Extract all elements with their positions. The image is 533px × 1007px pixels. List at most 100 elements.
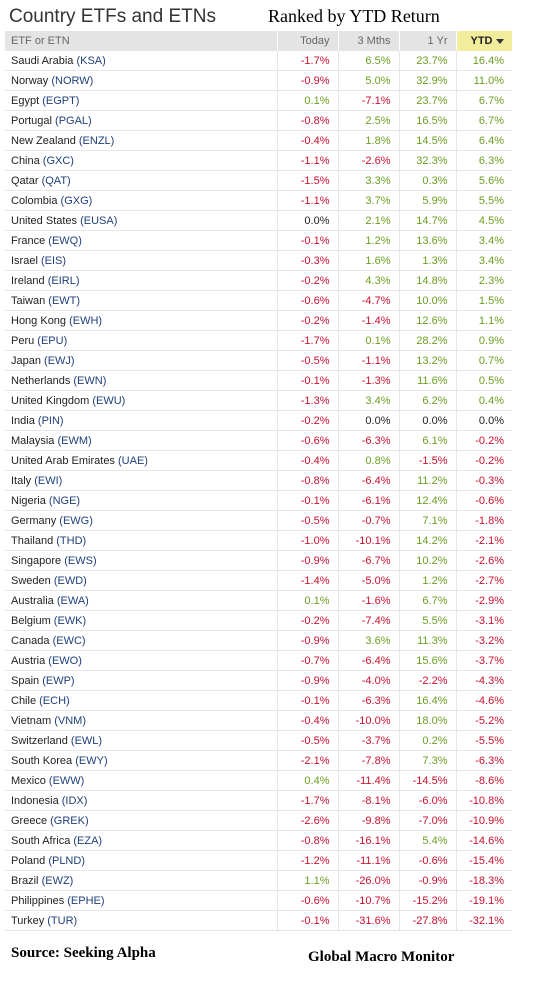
ytd-cell: 0.9% [456,330,512,351]
ticker-link[interactable]: (EWS) [64,554,97,567]
ticker-link[interactable]: (EWI) [34,474,63,487]
col-header-3mths[interactable]: 3 Mths [338,31,400,51]
etf-name-cell: Chile (ECH) [5,690,278,711]
ticker-link[interactable]: (EWY) [75,754,108,767]
ticker-link[interactable]: (EWA) [56,594,89,607]
ytd-cell: 6.4% [456,130,512,151]
ticker-link[interactable]: (EWW) [48,774,85,787]
table-row: Saudi Arabia (KSA) -1.7% 6.5% 23.7% 16.4% [5,51,512,71]
col-header-1yr[interactable]: 1 Yr [399,31,457,51]
ticker-link[interactable]: (TUR) [47,914,78,927]
etf-name-cell: Singapore (EWS) [5,550,278,571]
col-header-today[interactable]: Today [277,31,339,51]
3mths-cell: -6.3% [338,430,400,451]
ytd-cell: -10.8% [456,790,512,811]
today-cell: -0.4% [277,710,339,731]
table-row: Belgium (EWK) -0.2% -7.4% 5.5% -3.1% [5,610,512,631]
etf-name-cell: Vietnam (VNM) [5,710,278,731]
today-cell: -1.5% [277,170,339,191]
3mths-cell: 6.5% [338,51,400,71]
etf-name-cell: Netherlands (EWN) [5,370,278,391]
1yr-cell: 1.3% [399,250,457,271]
ticker-link[interactable]: (EPU) [37,334,68,347]
3mths-cell: -2.6% [338,150,400,171]
ticker-link[interactable]: (THD) [56,534,87,547]
col-header-ytd[interactable]: YTD [456,31,513,51]
ticker-link[interactable]: (IDX) [61,794,88,807]
ticker-link[interactable]: (EWL) [70,734,103,747]
ticker-link[interactable]: (EWT) [48,294,81,307]
1yr-cell: 10.0% [399,290,457,311]
ticker-link[interactable]: (QAT) [41,174,71,187]
table-row: Qatar (QAT) -1.5% 3.3% 0.3% 5.6% [5,170,512,191]
etf-name-cell: Saudi Arabia (KSA) [5,51,278,71]
country-name: Greece [11,814,51,827]
country-name: Turkey [11,914,48,927]
col-header-name[interactable]: ETF or ETN [5,31,278,51]
ticker-link[interactable]: (EIRL) [47,274,80,287]
ticker-link[interactable]: (EWP) [42,674,75,687]
ticker-link[interactable]: (PLND) [48,854,85,867]
ticker-link[interactable]: (EZA) [73,834,103,847]
ticker-link[interactable]: (EWJ) [44,354,75,367]
ticker-link[interactable]: (EWU) [92,394,126,407]
ticker-link[interactable]: (ECH) [39,694,70,707]
today-cell: 0.1% [277,90,339,111]
3mths-cell: -26.0% [338,870,400,891]
ticker-link[interactable]: (ENZL) [78,134,115,147]
ytd-cell: -6.3% [456,750,512,771]
ticker-link[interactable]: (GXG) [60,194,93,207]
ticker-link[interactable]: (EWC) [52,634,86,647]
ytd-cell: -32.1% [456,910,512,931]
ticker-link[interactable]: (EPHE) [67,894,105,907]
ticker-link[interactable]: (EWO) [48,654,82,667]
ticker-link[interactable]: (KSA) [76,54,106,67]
1yr-cell: 23.7% [399,90,457,111]
ticker-link[interactable]: (EWM) [57,434,92,447]
country-name: Hong Kong [11,314,70,327]
table-row: Thailand (THD) -1.0% -10.1% 14.2% -2.1% [5,530,512,551]
country-name: Ireland [11,274,48,287]
today-cell: -1.1% [277,190,339,211]
ticker-link[interactable]: (NGE) [48,494,81,507]
ticker-link[interactable]: (PGAL) [55,114,92,127]
etf-name-cell: Belgium (EWK) [5,610,278,631]
ticker-link[interactable]: (EWZ) [41,874,74,887]
etf-name-cell: United Arab Emirates (UAE) [5,450,278,471]
ticker-link[interactable]: (EIS) [40,254,67,267]
etf-table: ETF or ETN Today 3 Mths 1 Yr YTD Saudi A… [5,31,513,931]
1yr-cell: 7.3% [399,750,457,771]
table-body: Saudi Arabia (KSA) -1.7% 6.5% 23.7% 16.4% Nor… [5,51,512,931]
ticker-link[interactable]: (NORW) [51,74,94,87]
table-row: Turkey (TUR) -0.1% -31.6% -27.8% -32.1% [5,910,512,931]
country-name: United Kingdom [11,394,93,407]
ticker-link[interactable]: (PIN) [37,414,64,427]
ticker-link[interactable]: (EWQ) [48,234,82,247]
country-name: Norway [11,74,52,87]
ticker-link[interactable]: (EWN) [73,374,107,387]
country-name: Belgium [11,614,54,627]
table-row: China (GXC) -1.1% -2.6% 32.3% 6.3% [5,150,512,171]
ticker-link[interactable]: (VNM) [54,714,86,727]
1yr-cell: 11.6% [399,370,457,391]
today-cell: -0.8% [277,830,339,851]
ticker-link[interactable]: (GXC) [42,154,74,167]
1yr-cell: 16.4% [399,690,457,711]
ticker-link[interactable]: (EWD) [53,574,87,587]
etf-name-cell: Germany (EWG) [5,510,278,531]
1yr-cell: -6.0% [399,790,457,811]
today-cell: -0.5% [277,510,339,531]
etf-name-cell: Poland (PLND) [5,850,278,871]
ticker-link[interactable]: (EWG) [59,514,93,527]
ticker-link[interactable]: (EGPT) [42,94,80,107]
ticker-link[interactable]: (GREK) [50,814,89,827]
1yr-cell: -14.5% [399,770,457,791]
ticker-link[interactable]: (UAE) [118,454,148,467]
ticker-link[interactable]: (EWH) [69,314,103,327]
ytd-cell: 4.5% [456,210,512,231]
ticker-link[interactable]: (EUSA) [80,214,118,227]
3mths-cell: -6.7% [338,550,400,571]
ticker-link[interactable]: (EWK) [53,614,87,627]
today-cell: -0.9% [277,550,339,571]
country-name: Malaysia [11,434,58,447]
